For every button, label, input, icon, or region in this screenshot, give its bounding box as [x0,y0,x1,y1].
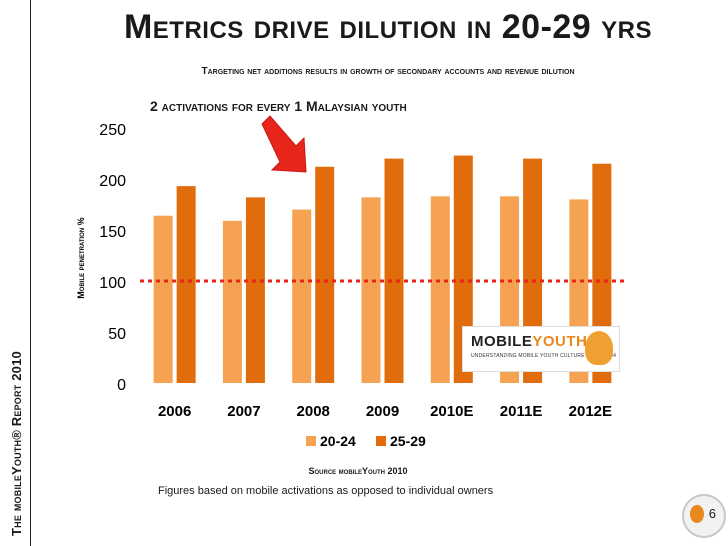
mascot-icon [690,505,704,523]
source-line: Source mobileYouth 2010 [308,466,408,476]
bar-20-24-2010E [430,196,450,383]
x-tick-label: 2011E [500,403,543,420]
logo-text-accent: YOUTH [532,333,588,350]
bar-20-24-2006 [153,215,173,383]
bar-25-29-2006 [176,186,196,383]
y-axis-label: Mobile penetration % [76,217,86,298]
side-divider [30,0,31,546]
x-tick-label: 2012E [569,403,612,420]
legend-swatch-25-29 [376,436,386,446]
x-tick-label: 2008 [297,403,330,420]
y-tick-label: 50 [108,326,126,343]
legend-swatch-20-24 [306,436,316,446]
y-tick-label: 250 [99,122,126,139]
page-badge: 6 [682,494,726,538]
bar-20-24-2008 [292,209,312,383]
x-tick-label: 2010E [430,403,473,420]
footnote: Figures based on mobile activations as o… [158,485,494,497]
x-tick-label: 2009 [366,403,399,420]
y-tick-label: 200 [99,173,126,190]
bar-25-29-2008 [315,166,335,383]
logo-text-main: MOBILE [471,333,533,350]
x-tick-label: 2007 [227,403,260,420]
legend-label-20-24: 20-24 [320,433,356,449]
y-tick-label: 0 [117,377,126,394]
page-number: 6 [708,506,716,521]
mobileyouth-logo: MOBILEYOUTH UNDERSTANDING MOBILE YOUTH C… [462,326,620,372]
callout-arrow [261,115,307,173]
chart-callout: 2 activations for every 1 Malaysian yout… [150,98,407,114]
x-tick-label: 2006 [158,403,191,420]
logo-wordmark: MOBILEYOUTH [471,333,587,350]
bar-25-29-2009 [384,158,404,383]
logo-tagline: UNDERSTANDING MOBILE YOUTH CULTURE SINCE… [471,353,617,359]
y-tick-label: 100 [99,275,126,292]
y-tick-label: 150 [99,224,126,241]
bar-25-29-2007 [245,197,265,383]
logo-mascot-icon [585,331,613,365]
slide-subtitle: Targeting net additions results in growt… [201,66,575,77]
side-bar: The mobileYouth® Report 2010 [0,0,28,546]
legend-label-25-29: 25-29 [390,433,426,449]
bar-20-24-2007 [222,220,242,383]
slide-title: Metrics drive dilution in 20-29 yrs [123,8,653,46]
bar-20-24-2009 [361,197,381,383]
